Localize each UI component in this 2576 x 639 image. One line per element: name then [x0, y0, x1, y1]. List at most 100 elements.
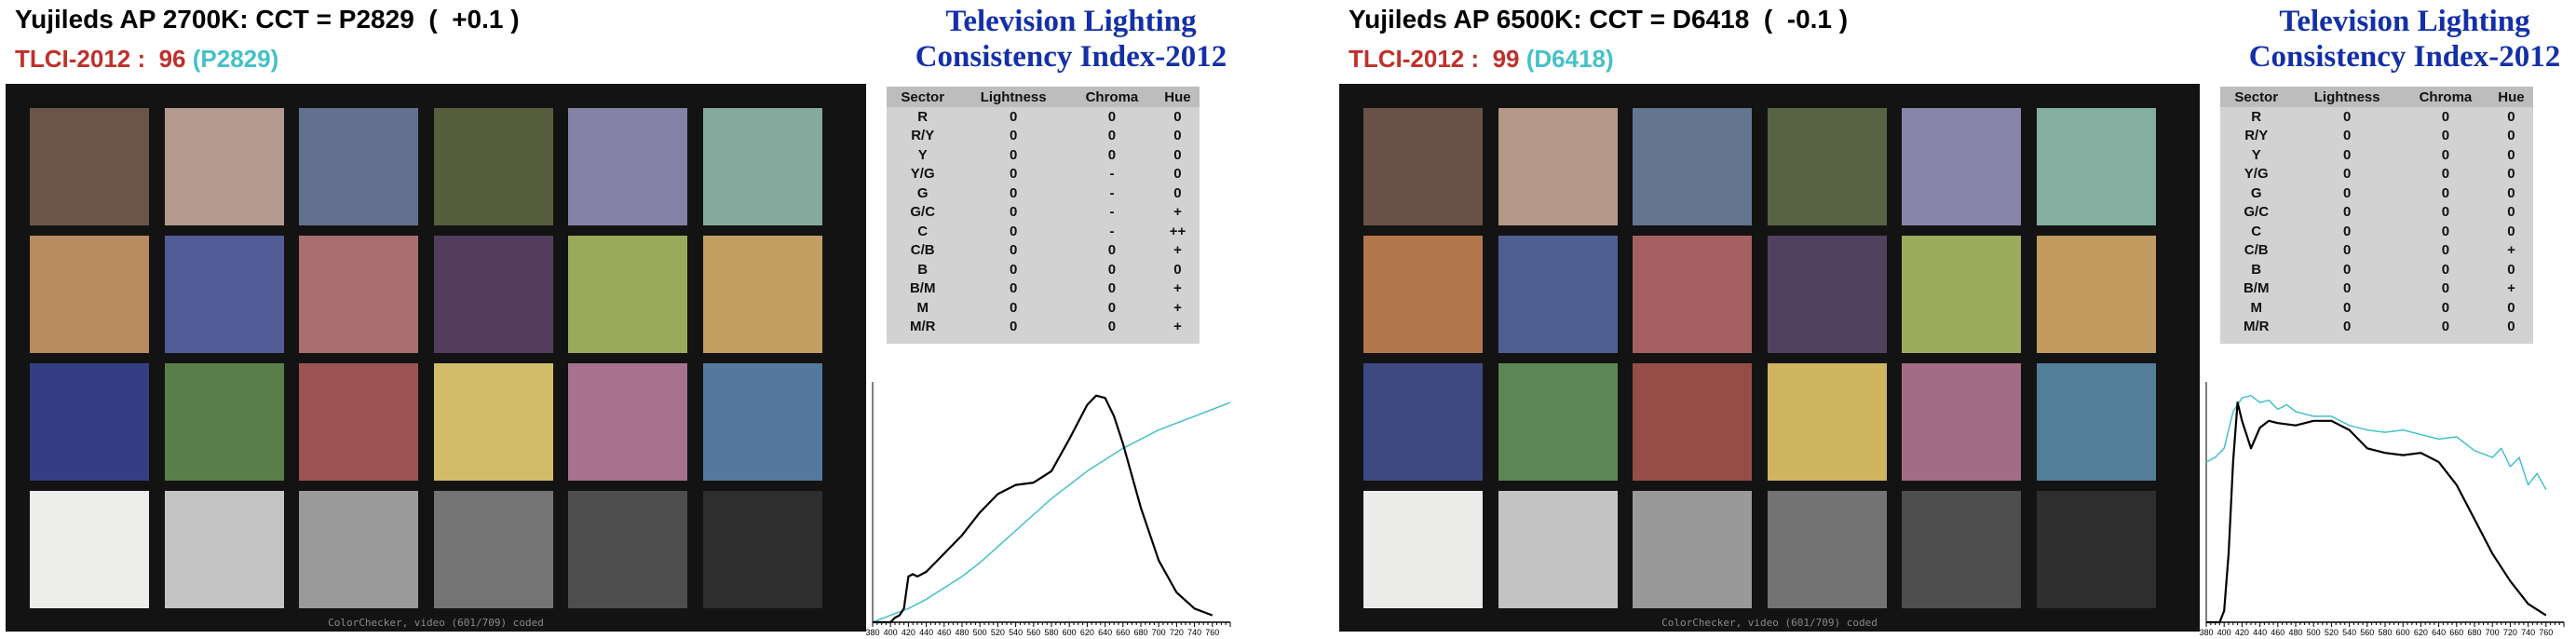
sector-table: Sector Lightness Chroma Hue R 0 0 0 R/Y 0 0 0 Y 0 0 0 Y/… [2220, 87, 2533, 344]
x-tick-label: 760 [1205, 628, 1219, 637]
table-cell: 0 [2441, 280, 2450, 297]
table-cell: 0 [2507, 108, 2515, 125]
x-tick-label: 400 [884, 628, 898, 637]
x-tick-label: 540 [1009, 628, 1023, 637]
spectrum-chart: 380 400 420 440 460 480 500 520 540 560 580 600 620 6… [861, 373, 1239, 639]
color-swatch [164, 491, 284, 608]
table-cell: 0 [1173, 146, 1182, 163]
cct-heading: Yujileds AP 2700K: CCT = P2829 ( +0.1 ) [15, 5, 520, 34]
colorchecker-caption: ColorChecker, video (601/709) coded [1661, 617, 1878, 629]
table-cell: 0 [1107, 128, 1117, 144]
table-cell: 0 [1010, 242, 1018, 259]
tlci-value: 96 [158, 45, 186, 73]
table-cell: - [1109, 204, 1115, 221]
color-swatch [568, 108, 687, 225]
table-row: R/Y 0 0 0 [2220, 127, 2533, 146]
x-tick-label: 720 [2503, 628, 2517, 637]
x-tick-label: 480 [2288, 628, 2302, 637]
color-swatch [299, 491, 418, 608]
color-swatch [1363, 363, 1483, 481]
x-tick-label: 540 [2342, 628, 2356, 637]
table-row: B/M 0 0 + [2220, 279, 2533, 299]
table-row: G 0 0 0 [2220, 184, 2533, 203]
table-cell: 0 [1107, 146, 1117, 163]
table-row: M 0 0 0 [2220, 298, 2533, 318]
table-cell: 0 [1010, 261, 1018, 278]
table-row: Y/G 0 - 0 [887, 165, 1200, 184]
colorchecker-caption: ColorChecker, video (601/709) coded [328, 617, 544, 629]
left-panel: Yujileds AP 2700K: CCT = P2829 ( +0.1 ) … [6, 5, 1239, 639]
tlci-value: 99 [1492, 45, 1520, 73]
table-cell: 0 [2507, 204, 2515, 221]
table-cell: 0 [2507, 319, 2515, 335]
table-cell: C/B [910, 242, 935, 259]
color-swatch [1767, 108, 1887, 225]
color-swatch [433, 108, 553, 225]
tlci-reference: (D6418) [1519, 45, 1614, 73]
table-cell: 0 [1010, 223, 1018, 239]
x-tick-label: 560 [2360, 628, 2374, 637]
table-cell: C [917, 223, 929, 239]
tlci-label: TLCI-2012 : [15, 45, 159, 73]
table-cell: 0 [1010, 184, 1018, 201]
column-header: Sector [887, 87, 959, 107]
table-cell: 0 [2343, 280, 2352, 297]
right-panel: Yujileds AP 6500K: CCT = D6418 ( -0.1 ) … [1334, 0, 2576, 639]
table-row: M/R 0 0 0 [2220, 318, 2533, 337]
color-swatch [1633, 236, 1752, 353]
tlci-title-line2: Consistency Index-2012 [2248, 40, 2561, 74]
tlci-score-line: TLCI-2012 : 96 (P2829) [15, 45, 278, 74]
table-cell: + [2507, 280, 2515, 297]
table-row: B 0 0 0 [2220, 260, 2533, 279]
spectrum-chart: 380 400 420 440 460 480 500 520 540 560 580 600 620 6… [2195, 373, 2572, 639]
table-header-row: Sector Lightness Chroma Hue [2220, 87, 2533, 107]
x-tick-label: 700 [1152, 628, 1166, 637]
table-cell: 0 [2343, 261, 2352, 278]
table-cell: 0 [2441, 319, 2450, 335]
table-cell: Y [917, 146, 928, 163]
table-row: C/B 0 0 + [2220, 241, 2533, 261]
color-swatch [702, 491, 822, 608]
table-row: M 0 0 + [887, 298, 1200, 318]
color-swatch [2036, 491, 2156, 608]
table-row: R 0 0 0 [887, 107, 1200, 127]
tlci-title: Television Lighting Consistency Index-20… [2209, 4, 2576, 75]
table-cell: R/Y [2244, 128, 2269, 144]
x-tick-label: 520 [991, 628, 1005, 637]
table-cell: 0 [2441, 184, 2450, 201]
tlci-score-line: TLCI-2012 : 99 (D6418) [1349, 45, 1614, 74]
colorchecker-chart: ColorChecker, video (601/709) coded [1339, 84, 2200, 632]
table-cell: G/C [2244, 204, 2270, 221]
table-cell: - [1109, 166, 1115, 183]
table-cell: + [1173, 204, 1182, 221]
color-swatch [1902, 363, 2021, 481]
x-tick-label: 480 [955, 628, 969, 637]
table-cell: M/R [909, 319, 936, 335]
spectrum-svg: 380 400 420 440 460 480 500 520 540 560 580 600 620 6… [2199, 382, 2565, 637]
tlci-title-line1: Television Lighting [945, 5, 1197, 38]
table-cell: 0 [2507, 128, 2515, 144]
table-cell: M/R [2243, 319, 2270, 335]
color-swatch [30, 491, 149, 608]
color-swatch [1633, 491, 1752, 608]
color-swatch [568, 491, 687, 608]
table-cell: 0 [1010, 280, 1018, 297]
x-tick-label: 380 [2199, 628, 2213, 637]
table-cell: 0 [1173, 166, 1182, 183]
x-tick-label: 620 [2414, 628, 2428, 637]
table-cell: R/Y [911, 128, 935, 144]
x-tick-label: 500 [2307, 628, 2321, 637]
color-swatch [1767, 491, 1887, 608]
color-swatch [702, 108, 822, 225]
table-row: B/M 0 0 + [887, 279, 1200, 299]
tlci-label: TLCI-2012 : [1349, 45, 1493, 73]
table-cell: 0 [2343, 128, 2352, 144]
color-swatch [299, 236, 418, 353]
table-row: R/Y 0 0 0 [887, 127, 1200, 146]
x-tick-label: 660 [1116, 628, 1130, 637]
table-cell: 0 [1107, 319, 1117, 335]
table-cell: 0 [1107, 299, 1117, 316]
table-row: C 0 - ++ [887, 222, 1200, 241]
spectrum-line-reference [2205, 394, 2547, 490]
sector-table-grid: Sector Lightness Chroma Hue R 0 0 0 R/Y 0 0 0 Y 0 0 0 Y/… [887, 87, 1200, 336]
